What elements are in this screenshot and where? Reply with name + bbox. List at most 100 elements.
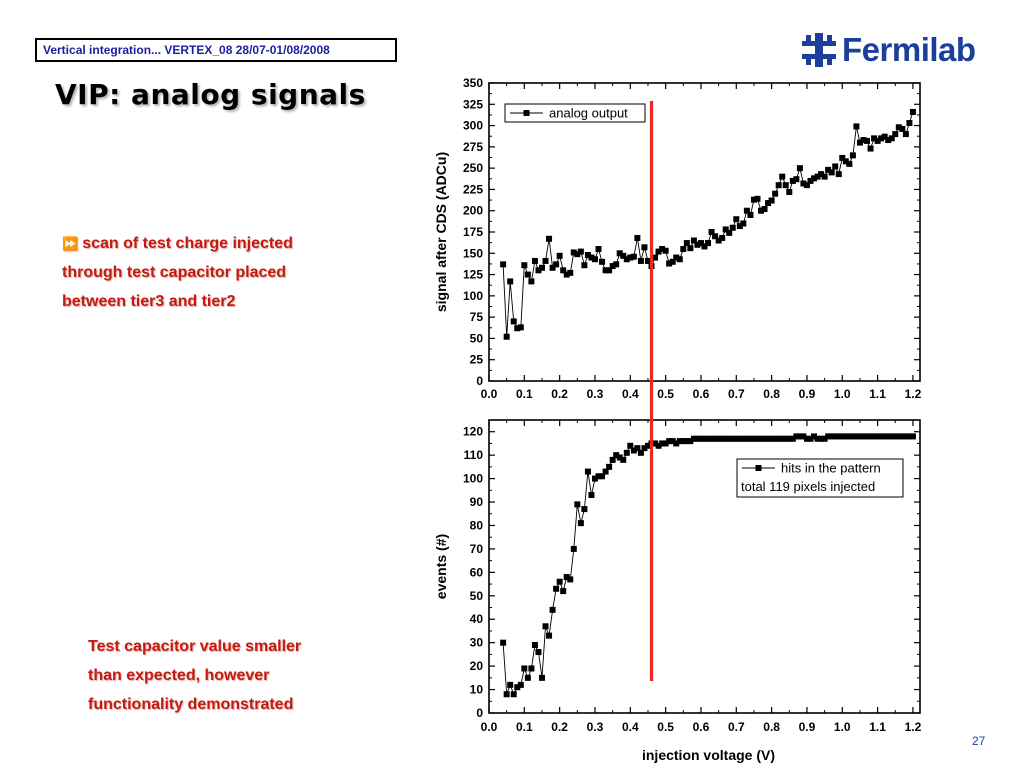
data-point [871, 135, 878, 142]
data-point [895, 124, 902, 131]
data-point [779, 173, 786, 180]
note-line: Test capacitor value smaller [88, 638, 302, 655]
chart-panel-1: 0.0 0.1 0.2 0.3 0.4 0.5 0.6 0.7 0.8 0.9 1.0 1.1 1.2 0… [433, 76, 922, 401]
conference-header: Vertical integration... VERTEX_08 28/07-… [35, 38, 397, 62]
data-point [595, 473, 602, 480]
data-point [856, 433, 863, 440]
data-point [701, 243, 708, 250]
data-point [588, 254, 595, 261]
data-point [733, 216, 740, 223]
data-point [772, 190, 779, 197]
y-tick-label: 75 [470, 310, 484, 324]
data-point [500, 639, 507, 646]
data-point [627, 254, 634, 261]
x-tick-label: 0.8 [763, 720, 780, 734]
data-point [652, 254, 659, 261]
y-tick-label: 100 [463, 289, 483, 303]
data-point [715, 435, 722, 442]
y-tick-label: 225 [463, 182, 483, 196]
x-tick-label: 0.0 [481, 387, 498, 401]
data-point [620, 456, 627, 463]
x-tick-label: 0.1 [516, 387, 533, 401]
data-point [655, 248, 662, 255]
x-tick-label: 1.2 [905, 387, 922, 401]
data-point [637, 449, 644, 456]
fermilab-logo-icon [802, 33, 836, 67]
data-point [680, 246, 687, 253]
data-point [584, 251, 591, 258]
data-point [761, 435, 768, 442]
data-point [581, 506, 588, 513]
y-tick-label: 175 [463, 225, 483, 239]
data-point [503, 333, 510, 340]
data-point [595, 246, 602, 253]
data-point [818, 171, 825, 178]
data-point [750, 435, 757, 442]
y-tick-label: 60 [470, 565, 484, 579]
data-point [655, 442, 662, 449]
fermilab-logo: Fermilab [800, 28, 1000, 72]
data-point [800, 180, 807, 187]
data-point [708, 229, 715, 235]
data-point [856, 139, 863, 146]
data-point [676, 256, 683, 263]
data-point [867, 433, 874, 440]
data-point [853, 123, 860, 130]
data-point [644, 257, 651, 264]
data-point [546, 235, 553, 242]
data-point [606, 463, 613, 470]
data-point [758, 207, 765, 214]
x-tick-label: 0.2 [551, 720, 568, 734]
data-point [807, 177, 814, 184]
data-point [538, 264, 545, 271]
data-point [888, 135, 895, 142]
data-point [832, 163, 839, 170]
y-tick-label: 100 [463, 472, 483, 486]
data-point [606, 267, 613, 274]
page-title: VIP: analog signals [55, 78, 366, 111]
data-point [881, 433, 888, 440]
data-point [729, 224, 736, 231]
legend-note: total 119 pixels injected [741, 479, 875, 494]
x-tick-label: 0.8 [763, 387, 780, 401]
data-point [758, 435, 765, 442]
x-tick-label: 1.0 [834, 387, 851, 401]
data-point [701, 435, 708, 442]
y-tick-label: 80 [470, 518, 484, 532]
data-point [846, 160, 853, 167]
y-tick-label: 275 [463, 140, 483, 154]
data-point [782, 182, 789, 189]
data-point [874, 137, 881, 144]
data-point [712, 233, 719, 240]
data-point [736, 435, 743, 442]
data-point [765, 200, 772, 207]
data-point [821, 435, 828, 442]
data-point [697, 435, 704, 442]
data-point [899, 433, 906, 440]
data-point [542, 257, 549, 264]
data-point [662, 247, 669, 254]
data-point [909, 108, 916, 115]
data-point [878, 135, 885, 142]
data-point [613, 261, 620, 268]
data-point [828, 169, 835, 176]
y-tick-label: 110 [464, 448, 484, 462]
y-tick-label: 40 [470, 612, 484, 626]
data-point [570, 249, 577, 256]
chart-panel-2: 0.0 0.1 0.2 0.3 0.4 0.5 0.6 0.7 0.8 0.9 1.0 1.1 1.2 0… [433, 419, 922, 763]
data-point [811, 175, 818, 182]
data-point [528, 278, 535, 285]
data-point [892, 433, 899, 440]
y-axis-title: events (#) [433, 534, 449, 599]
data-point [793, 176, 800, 183]
data-point [567, 269, 574, 276]
note-text-block: Test capacitor value smaller than expect… [88, 632, 378, 719]
bullet-text-block: ⏩ scan of test charge injected through te… [62, 229, 372, 316]
data-point [708, 435, 715, 442]
fermilab-logo-text: Fermilab [842, 31, 976, 68]
data-point [500, 261, 507, 268]
data-point [514, 325, 521, 332]
data-point [712, 435, 719, 442]
data-point [616, 454, 623, 461]
